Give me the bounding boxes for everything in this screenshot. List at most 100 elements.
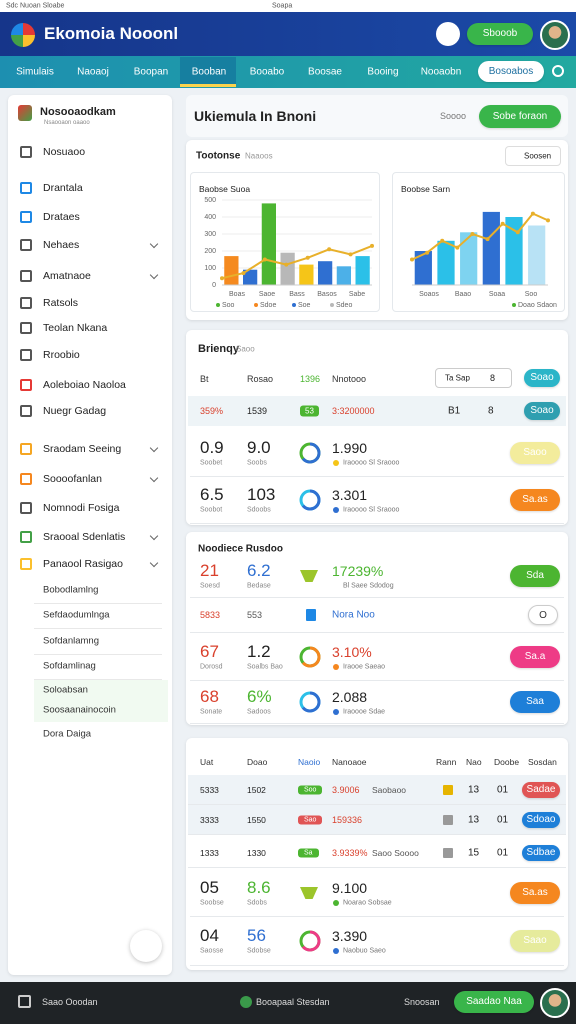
- small-row-bg: [188, 775, 566, 805]
- row-a-sub: Sonate: [200, 708, 223, 716]
- status-left: Sdc Nuoan Sloabe: [6, 2, 65, 10]
- tag: 53: [300, 405, 319, 417]
- row-value: Nora Noo: [332, 609, 375, 621]
- sidebar-item[interactable]: Sraooal Sdenlatis: [43, 531, 126, 543]
- nav-tab[interactable]: Boosae: [308, 66, 342, 78]
- note-dot: [333, 507, 339, 513]
- nav-tab[interactable]: Nooaobn: [420, 66, 462, 78]
- header-button[interactable]: Soao: [524, 369, 560, 387]
- row-sub: Saobaoo: [372, 785, 407, 795]
- row-button[interactable]: Soao: [524, 402, 560, 420]
- cell: 1330: [247, 848, 266, 858]
- note-dot: [333, 948, 339, 954]
- sidebar-subitem[interactable]: Sefdaodumlnga: [43, 609, 110, 621]
- sidebar-item[interactable]: Rroobio: [43, 349, 80, 361]
- sidebar-subitem[interactable]: Soloabsan: [43, 684, 88, 696]
- divider: [34, 628, 162, 629]
- sub-highlight: [34, 680, 168, 722]
- nav-icon: [20, 502, 32, 514]
- nav-tab[interactable]: Boopan: [133, 66, 169, 78]
- row-divider: [190, 916, 564, 917]
- sidebar-subitem[interactable]: Sofdamlinag: [43, 660, 96, 672]
- sidebar-subitem[interactable]: Dora Daiga: [43, 728, 92, 740]
- panel: [186, 532, 568, 725]
- nav-icon: [20, 322, 32, 334]
- sidebar-item[interactable]: Ratsols: [43, 297, 79, 309]
- settings-icon[interactable]: [552, 65, 564, 77]
- chart-title: Baobse Suoa: [199, 184, 251, 194]
- footer-right: Snoosan: [404, 997, 440, 1007]
- row-button[interactable]: Sdbae: [522, 845, 560, 861]
- row-button[interactable]: Sda: [510, 565, 560, 587]
- sidebar-item[interactable]: Panaool Rasigao: [43, 558, 123, 570]
- row-icon: [443, 815, 453, 825]
- sidebar-item[interactable]: Teolan Nkana: [43, 322, 108, 334]
- header-cell: Bt: [200, 374, 209, 384]
- note-dot: [333, 459, 339, 466]
- ring-arc: [299, 442, 321, 463]
- row-button[interactable]: Saa: [510, 691, 560, 713]
- book-icon: [306, 609, 316, 621]
- row-button[interactable]: Sa.as: [510, 882, 560, 904]
- app-title: Ekomoia Nooonl: [44, 24, 179, 43]
- main-button[interactable]: Sobe foraon: [479, 105, 561, 128]
- filter-box[interactable]: [435, 368, 512, 388]
- row-button[interactable]: Saao: [510, 930, 560, 952]
- nav-pill[interactable]: Bosoabos: [478, 61, 544, 82]
- ring-icon: [299, 442, 321, 463]
- nav-tab[interactable]: Booabo: [249, 66, 285, 78]
- row-button[interactable]: Sdoao: [522, 812, 560, 828]
- status-time: Soapa: [272, 2, 293, 10]
- nav-tab[interactable]: Booban: [191, 66, 227, 78]
- row-divider: [190, 597, 564, 598]
- row-button[interactable]: Sadae: [522, 782, 560, 798]
- sidebar-item[interactable]: Drataes: [43, 211, 80, 223]
- nav-tab[interactable]: Booing: [367, 66, 399, 78]
- footer-button[interactable]: Saadao Naa: [454, 991, 534, 1013]
- brand-sub: Nsaooaon oaaoo: [44, 120, 90, 126]
- row-button[interactable]: O: [528, 605, 558, 625]
- sidebar-item[interactable]: Nehaes: [43, 239, 80, 251]
- sidebar-item[interactable]: Sraodam Seeing: [43, 443, 122, 455]
- row-divider: [190, 476, 564, 477]
- sidebar-subitem[interactable]: Soosaanainocoin: [43, 704, 116, 716]
- nav-tab[interactable]: Simulais: [16, 66, 54, 78]
- row-a: 21: [200, 561, 219, 580]
- dropdown[interactable]: [505, 146, 561, 166]
- row-a: 05: [200, 878, 219, 897]
- row-button[interactable]: Sa.a: [510, 645, 560, 668]
- sidebar-subitem[interactable]: Bobodlamlng: [43, 584, 99, 596]
- header-cell: 1396: [300, 374, 321, 384]
- row-note: Iraoooe Sdae: [343, 708, 386, 716]
- float-button[interactable]: [130, 930, 162, 962]
- row-button[interactable]: Sa.as: [510, 489, 560, 511]
- sidebar-item[interactable]: Aoleboiao Naoloa: [43, 379, 126, 391]
- row-button[interactable]: Saoo: [510, 441, 560, 464]
- row-divider: [190, 723, 564, 724]
- search: Soooo: [440, 111, 467, 121]
- cell: 13: [468, 814, 480, 826]
- footer-left: Saao Ooodan: [42, 997, 98, 1007]
- cell: 553: [247, 610, 263, 620]
- chart-title: Boobse Sarn: [401, 184, 451, 194]
- filter-label: Ta Sap: [445, 373, 470, 383]
- header-button[interactable]: Sbooob: [467, 23, 533, 45]
- sidebar-subitem[interactable]: Sofdanlamng: [43, 635, 99, 647]
- header-cell: Doobe: [494, 757, 520, 767]
- icon-button[interactable]: [436, 22, 460, 46]
- sidebar-item[interactable]: Soooofanlan: [43, 473, 102, 485]
- sidebar-item[interactable]: Drantala: [43, 182, 83, 194]
- sidebar-item[interactable]: Nomnodi Fosiga: [43, 502, 120, 514]
- cell: 15: [468, 847, 480, 859]
- sidebar-item[interactable]: Nosuaoo: [43, 146, 86, 158]
- nav-icon: [20, 349, 32, 361]
- tag: Sa: [298, 848, 319, 858]
- cell: 5333: [200, 785, 219, 795]
- sidebar-item[interactable]: Nuegr Gadag: [43, 405, 107, 417]
- cell: 1550: [247, 815, 266, 825]
- row-note: Iraoooo Sl Sraooo: [343, 459, 400, 466]
- sidebar-item[interactable]: Amatnaoe: [43, 270, 91, 282]
- nav-tab[interactable]: Naoaoj: [77, 66, 109, 78]
- row-a-sub: Soobet: [200, 459, 223, 466]
